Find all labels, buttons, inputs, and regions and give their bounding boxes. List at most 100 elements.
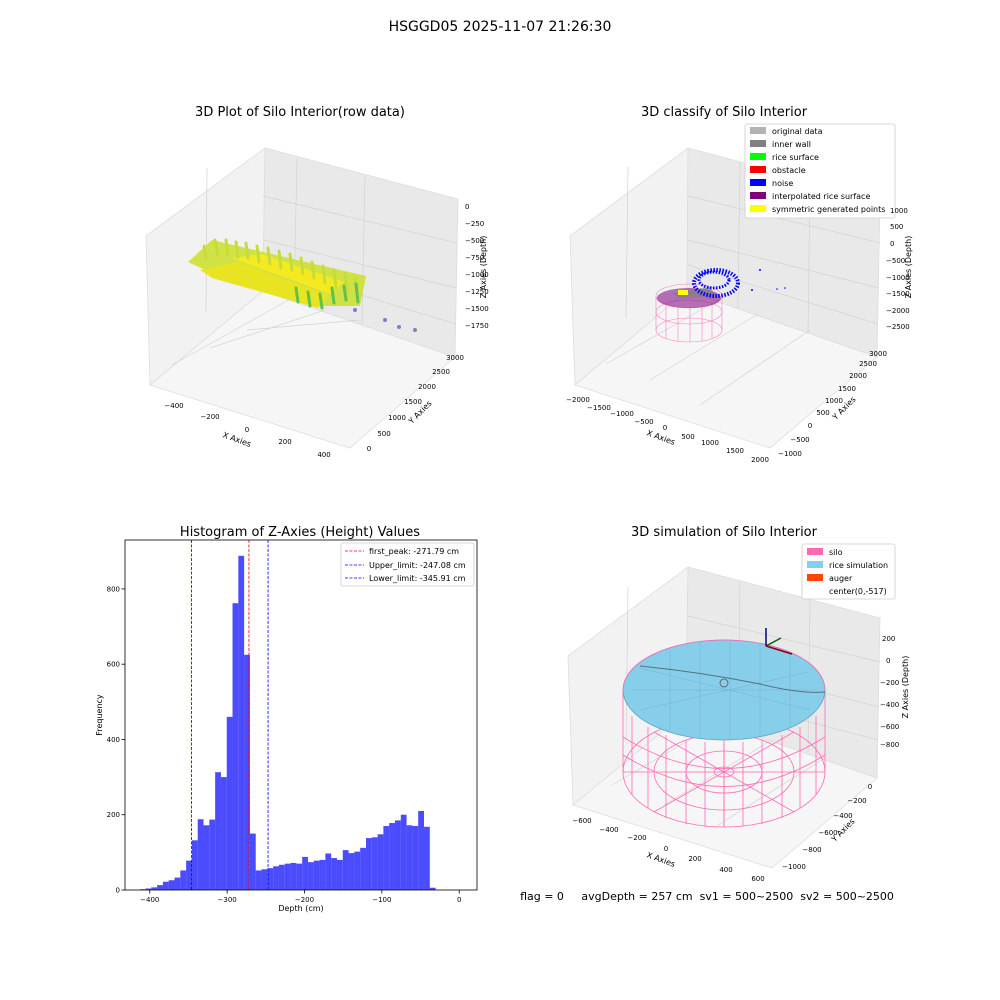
sim3d-center-marker	[719, 678, 729, 688]
raw3d-ztick: −750	[465, 254, 484, 262]
classify3d-legend-label: symmetric generated points	[772, 205, 885, 214]
hist-xtick-label: −400	[140, 896, 159, 904]
classify3d-floor-pane	[574, 290, 878, 449]
hist-bar	[186, 860, 192, 890]
hist-bar	[383, 826, 390, 890]
classify3d-ztick: −500	[886, 257, 905, 265]
raw3d-ytick: 500	[377, 430, 390, 438]
hist-bar	[145, 888, 152, 890]
classify3d-xtick: 2000	[751, 456, 769, 464]
classify3d-ytick: 0	[808, 422, 812, 430]
raw3d-ytick: 0	[367, 445, 371, 453]
classify3d-symmetric-points	[678, 290, 688, 295]
hist-bar	[406, 825, 413, 890]
sim3d-rice-ridge	[639, 665, 826, 693]
sim3d-xtick: −600	[572, 817, 591, 825]
hist-bar	[157, 885, 163, 890]
hist-bar	[331, 858, 337, 890]
hist-bar	[389, 823, 395, 890]
raw3d-ztick: −1000	[465, 271, 489, 279]
hist-bar	[267, 868, 274, 890]
hist-bar	[174, 877, 181, 890]
hist-axes-frame	[124, 539, 478, 891]
hist-title: Histogram of Z-Axies (Height) Values	[180, 525, 420, 540]
classify3d-rice-surface	[672, 287, 716, 299]
raw3d-ytick: 2000	[418, 383, 436, 391]
sim3d-legend-label: auger	[829, 574, 853, 583]
sim3d-title: 3D simulation of Silo Interior	[631, 525, 818, 540]
raw3d-floor-pane	[149, 290, 456, 449]
classify3d-xtick: −500	[634, 418, 653, 426]
hist-ytick-label: 200	[107, 811, 120, 819]
hist-bar	[348, 853, 355, 890]
hist-ytick-label: 400	[107, 736, 120, 744]
classify3d-legend-label: interpolated rice surface	[772, 192, 870, 201]
hist-bar	[336, 859, 343, 890]
sim3d-xtick: 0	[664, 845, 668, 853]
sim3d-ytick: −1000	[782, 863, 806, 871]
classify3d-xtick: −1000	[610, 410, 634, 418]
hist-ylabel: Frequency	[95, 694, 104, 736]
hist-bar	[296, 863, 303, 890]
hist-bar	[215, 772, 221, 890]
hist-bar	[360, 847, 366, 890]
classify3d-ytick: 500	[816, 409, 829, 417]
hist-bar	[302, 856, 308, 890]
sim3d-ztick: 0	[886, 657, 890, 665]
classify3d-xtick: 1000	[701, 439, 719, 447]
classify3d-ytick: 2000	[849, 372, 867, 380]
classify3d-ytick: 1000	[825, 397, 843, 405]
classify3d-title: 3D classify of Silo Interior	[641, 105, 808, 120]
sim3d-ytick: −600	[818, 829, 837, 837]
hist-bar	[319, 859, 326, 890]
sim3d-ztick: −200	[880, 679, 899, 687]
sim3d-silo-top-rim	[622, 639, 826, 691]
sim3d-xtick: −400	[599, 826, 618, 834]
classify3d-xtick: −2000	[566, 396, 590, 404]
hist-bar	[290, 862, 297, 890]
sim3d-auger-axes	[765, 628, 793, 655]
classify3d-legend: original data inner wall rice surface ob…	[744, 123, 896, 219]
hist-bar	[400, 814, 407, 890]
sim3d-ztick: −800	[880, 741, 899, 749]
hist-bar	[197, 819, 204, 890]
status-line: flag = 0 avgDepth = 257 cm sv1 = 500~250…	[520, 890, 894, 903]
raw3d-ytick: 3000	[446, 354, 464, 362]
hist-bar	[180, 870, 187, 890]
hist-xlabel: Depth (cm)	[278, 904, 323, 913]
hist-bar	[273, 866, 279, 890]
raw3d-xtick: −400	[164, 402, 183, 410]
raw3d-xtick: 200	[278, 438, 291, 446]
hist-legend-label: Lower_limit: -345.91 cm	[369, 574, 466, 583]
hist-legend-label: first_peak: -271.79 cm	[369, 547, 459, 556]
sim3d-ztick: −400	[880, 701, 899, 709]
hist-xticks: −400 −300 −200 −100 0	[140, 890, 461, 904]
classify3d-ztick: −2500	[886, 323, 910, 331]
hist-ytick-label: 800	[107, 585, 120, 593]
hist-bar	[278, 864, 285, 890]
raw3d-points	[188, 238, 417, 332]
hist-bar	[395, 820, 401, 890]
raw3d-ytick: 1500	[404, 398, 422, 406]
hist-bar	[255, 870, 262, 890]
hist-bar	[354, 851, 361, 890]
raw3d-gridlines	[171, 157, 458, 366]
classify3d-ytick: −1000	[778, 450, 802, 458]
hist-bar	[412, 826, 419, 890]
panel-simulation-3d: 3D simulation of Silo Interior	[567, 525, 910, 883]
hist-bar	[261, 869, 268, 890]
hist-bar	[203, 825, 210, 890]
raw3d-xtick: 400	[317, 451, 330, 459]
raw3d-ztick: −1750	[465, 322, 489, 330]
classify3d-xtick: 1500	[726, 447, 744, 455]
sim3d-xlabel: X Axies	[645, 850, 676, 869]
sim3d-xtick: 400	[719, 866, 732, 874]
classify3d-ztick: −2000	[886, 307, 910, 315]
hist-bar	[232, 603, 239, 890]
classify3d-ztick: 500	[890, 223, 903, 231]
sim3d-legend-label: rice simulation	[829, 561, 888, 570]
hist-bar	[238, 555, 245, 890]
hist-xtick-label: 0	[457, 896, 461, 904]
classify3d-ytick: 2500	[859, 360, 877, 368]
